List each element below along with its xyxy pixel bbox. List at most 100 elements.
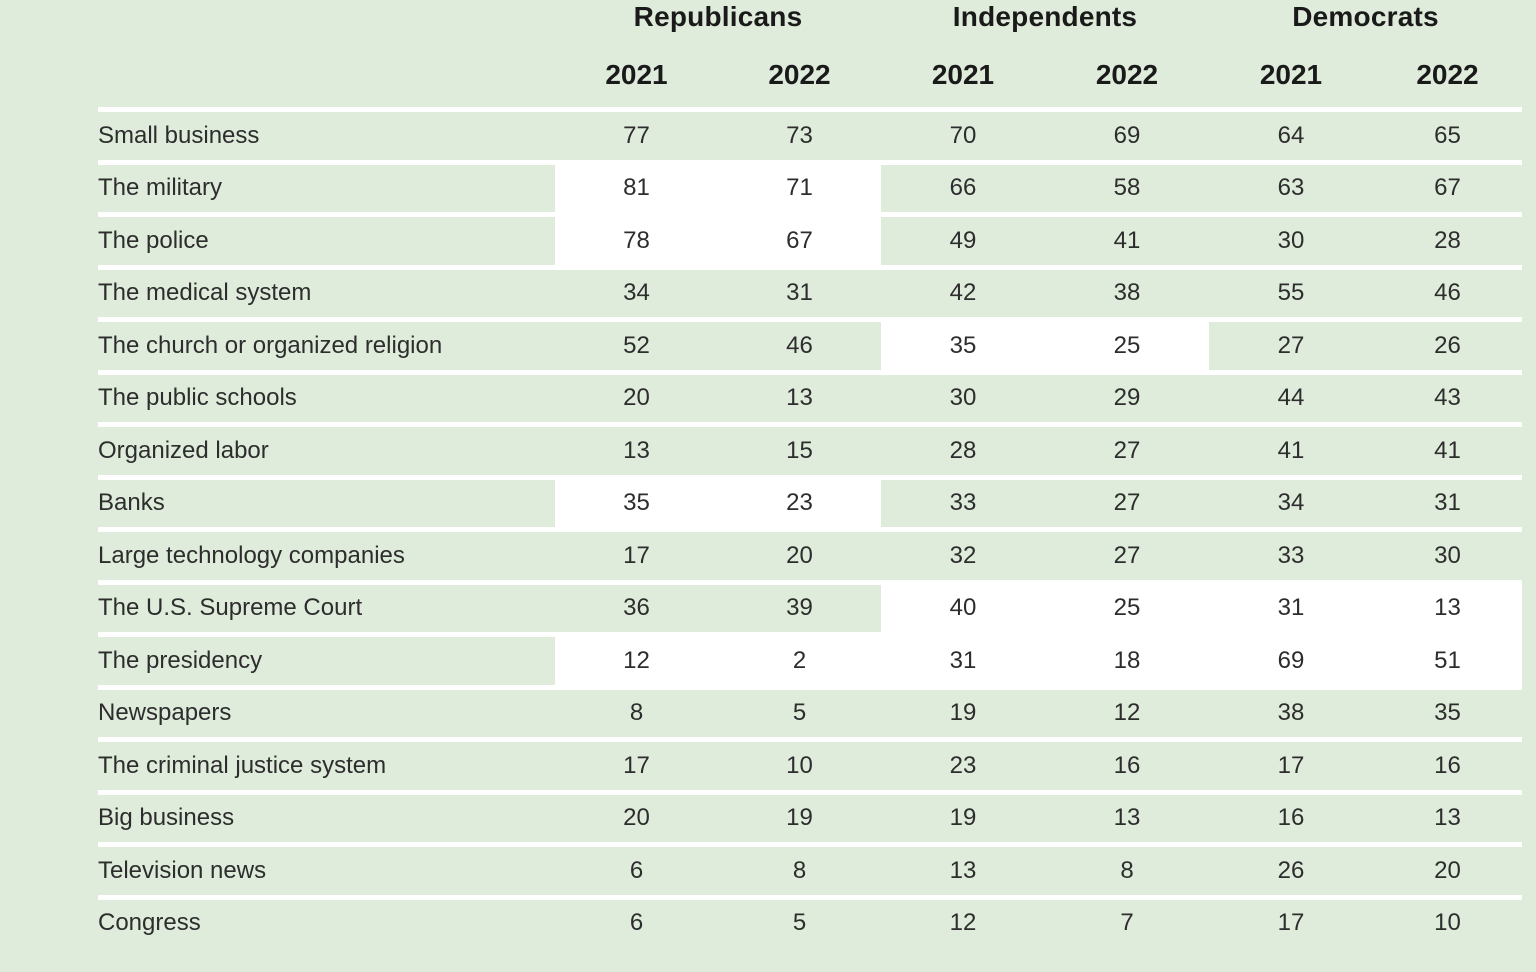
- value-cell: 35: [1373, 684, 1522, 738]
- table-row: The U.S. Supreme Court 36 39 40 25 31 13: [98, 579, 1522, 633]
- row-label: Small business: [98, 107, 555, 160]
- value-cell: 31: [1373, 474, 1522, 528]
- table-row: Big business 20 19 19 13 16 13: [98, 789, 1522, 843]
- value-cell: 36: [555, 579, 718, 633]
- value-cell: 41: [1209, 422, 1373, 475]
- value-cell: 33: [881, 474, 1045, 528]
- value-cell: 13: [555, 422, 718, 475]
- value-cell: 69: [1209, 632, 1373, 685]
- row-label: Big business: [98, 789, 555, 843]
- value-cell: 52: [555, 317, 718, 370]
- table-row: Newspapers 8 5 19 12 38 35: [98, 684, 1522, 738]
- value-cell: 38: [1209, 684, 1373, 738]
- value-cell: 30: [1209, 212, 1373, 265]
- value-cell: 78: [555, 212, 718, 265]
- value-cell: 25: [1045, 579, 1209, 632]
- value-cell: 43: [1373, 369, 1522, 423]
- value-cell: 27: [1045, 527, 1209, 580]
- value-cell: 65: [1373, 107, 1522, 160]
- value-cell: 70: [881, 107, 1045, 160]
- value-cell: 20: [555, 369, 718, 423]
- row-label: Organized labor: [98, 422, 555, 475]
- value-cell: 34: [1209, 474, 1373, 528]
- value-cell: 25: [1045, 317, 1209, 370]
- value-cell: 8: [555, 684, 718, 738]
- table-row: Television news 6 8 13 8 26 20: [98, 842, 1522, 895]
- value-cell: 28: [881, 422, 1045, 475]
- value-cell: 73: [718, 107, 881, 160]
- value-cell: 10: [718, 737, 881, 790]
- value-cell: 12: [1045, 684, 1209, 738]
- value-cell: 12: [881, 894, 1045, 948]
- column-group-header-independents: Independents: [952, 1, 1138, 32]
- value-cell: 77: [555, 107, 718, 160]
- row-label: Large technology companies: [98, 527, 555, 580]
- table-row: The military 81 71 66 58 63 67: [98, 159, 1522, 213]
- value-cell: 16: [1045, 737, 1209, 790]
- value-cell: 31: [1209, 579, 1373, 632]
- row-label: The public schools: [98, 369, 555, 423]
- value-cell: 2: [718, 632, 881, 685]
- row-label: The military: [98, 159, 555, 213]
- row-label: The U.S. Supreme Court: [98, 579, 555, 633]
- year-header-democrats-2022: 2022: [1416, 59, 1479, 90]
- value-cell: 13: [881, 842, 1045, 895]
- value-cell: 41: [1373, 422, 1522, 475]
- value-cell: 40: [881, 579, 1045, 632]
- table-row: The medical system 34 31 42 38 55 46: [98, 264, 1522, 318]
- table-row: Organized labor 13 15 28 27 41 41: [98, 422, 1522, 475]
- value-cell: 19: [718, 789, 881, 843]
- value-cell: 26: [1209, 842, 1373, 895]
- value-cell: 71: [718, 159, 881, 212]
- table-row: Banks 35 23 33 27 34 31: [98, 474, 1522, 528]
- table-row: The public schools 20 13 30 29 44 43: [98, 369, 1522, 423]
- row-label: Congress: [98, 894, 555, 948]
- value-cell: 12: [555, 632, 718, 685]
- value-cell: 8: [1045, 842, 1209, 895]
- value-cell: 17: [1209, 737, 1373, 790]
- table-row: Large technology companies 17 20 32 27 33 30: [98, 527, 1522, 580]
- value-cell: 23: [881, 737, 1045, 790]
- value-cell: 42: [881, 264, 1045, 318]
- value-cell: 26: [1373, 317, 1522, 370]
- year-header-republicans-2021: 2021: [605, 59, 668, 90]
- value-cell: 39: [718, 579, 881, 633]
- value-cell: 34: [555, 264, 718, 318]
- value-cell: 13: [1045, 789, 1209, 843]
- value-cell: 23: [718, 474, 881, 527]
- value-cell: 19: [881, 684, 1045, 738]
- value-cell: 10: [1373, 894, 1522, 948]
- table-row: The church or organized religion 52 46 35 25…: [98, 317, 1522, 370]
- value-cell: 19: [881, 789, 1045, 843]
- row-label: The presidency: [98, 632, 555, 685]
- value-cell: 20: [1373, 842, 1522, 895]
- year-header-democrats-2021: 2021: [1259, 59, 1323, 90]
- table-row: The police 78 67 49 41 30 28: [98, 212, 1522, 265]
- column-group-header-democrats: Democrats: [1292, 1, 1439, 32]
- value-cell: 31: [881, 632, 1045, 685]
- value-cell: 13: [1373, 579, 1522, 632]
- value-cell: 38: [1045, 264, 1209, 318]
- value-cell: 64: [1209, 107, 1373, 160]
- value-cell: 13: [718, 369, 881, 423]
- row-label: The medical system: [98, 264, 555, 318]
- value-cell: 67: [1373, 159, 1522, 213]
- value-cell: 16: [1373, 737, 1522, 790]
- value-cell: 8: [718, 842, 881, 895]
- value-cell: 5: [718, 894, 881, 948]
- value-cell: 81: [555, 159, 718, 212]
- value-cell: 33: [1209, 527, 1373, 580]
- row-label: Newspapers: [98, 684, 555, 738]
- value-cell: 66: [881, 159, 1045, 213]
- value-cell: 69: [1045, 107, 1209, 160]
- value-cell: 28: [1373, 212, 1522, 265]
- value-cell: 51: [1373, 632, 1522, 685]
- value-cell: 31: [718, 264, 881, 318]
- confidence-table: Small business 77 73 70 69 64 65 The military 81…: [98, 107, 1522, 947]
- value-cell: 63: [1209, 159, 1373, 213]
- value-cell: 58: [1045, 159, 1209, 213]
- table-row: The criminal justice system 17 10 23 16 17 16: [98, 737, 1522, 790]
- value-cell: 46: [1373, 264, 1522, 318]
- row-label: Television news: [98, 842, 555, 895]
- value-cell: 13: [1373, 789, 1522, 843]
